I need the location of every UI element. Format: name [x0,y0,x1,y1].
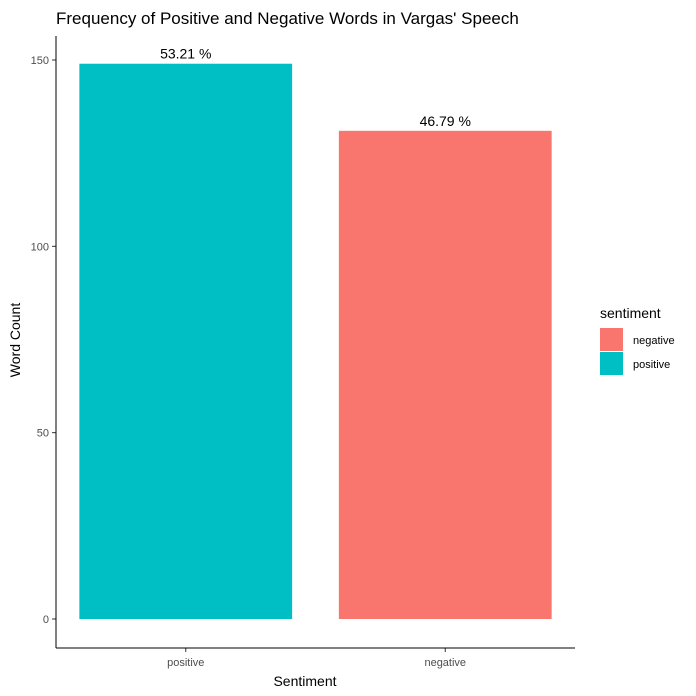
bar-label-positive: 53.21 % [160,46,211,62]
y-axis-title: Word Count [7,303,23,378]
bar-positive [79,63,293,619]
chart-title: Frequency of Positive and Negative Words… [56,9,519,28]
legend-title: sentiment [600,305,661,321]
legend-entries: negative positive [600,328,675,375]
legend-key-positive [600,352,623,375]
x-axis-ticks: positive negative [167,648,466,669]
legend-label-positive: positive [633,359,670,371]
bars: 53.21 % 46.79 % [79,46,552,619]
legend: sentiment negative positive [600,305,675,375]
legend-key-negative [600,328,623,351]
y-axis-ticks: 0 50 100 150 [31,55,56,626]
bar-label-negative: 46.79 % [420,113,471,129]
y-tick-label: 100 [31,241,49,253]
x-tick-label-positive: positive [167,657,204,669]
y-tick-label: 0 [43,614,49,626]
x-axis-title: Sentiment [273,673,336,689]
x-tick-label-negative: negative [424,657,466,669]
y-tick-label: 50 [37,428,49,440]
bar-negative [338,130,552,619]
legend-label-negative: negative [633,335,675,347]
y-tick-label: 150 [31,55,49,67]
